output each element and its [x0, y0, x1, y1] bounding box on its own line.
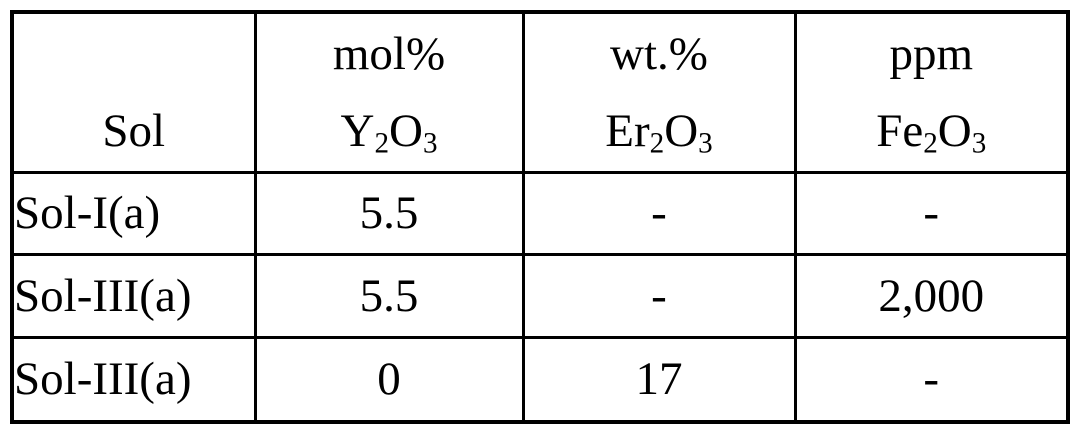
table-row-sol-3a-second: Sol-III(a) 0 17 -	[10, 335, 1070, 424]
table-row-sol-1a: Sol-I(a) 5.5 - -	[10, 170, 1070, 256]
formula-er2o3-text: Er2O3	[605, 104, 713, 160]
header-unit-ppm: ppm	[889, 27, 974, 80]
header-stack-y2o3: mol% Y2O3	[258, 15, 520, 169]
header-cell-y2o3: mol% Y2O3	[253, 10, 525, 174]
formula-y2o3-text: Y2O3	[340, 104, 438, 160]
header-stack-sol: Sol	[15, 15, 252, 169]
value-fe2o3-row3: -	[793, 335, 1070, 424]
table-row-sol-3a-first: Sol-III(a) 5.5 - 2,000	[10, 252, 1070, 339]
header-sol-label: Sol	[102, 104, 166, 157]
row-label-sol-1a: Sol-I(a)	[10, 170, 257, 256]
row-label-sol-3a-second: Sol-III(a)	[10, 335, 257, 424]
value-er2o3-row3: 17	[521, 335, 797, 424]
sol-composition-table: Sol mol% Y2O3 wt.% Er2O3	[10, 10, 1070, 424]
value-y2o3-row1: 5.5	[253, 170, 525, 256]
value-y2o3-row2: 5.5	[253, 252, 525, 339]
header-cell-er2o3: wt.% Er2O3	[521, 10, 797, 174]
value-y2o3-row3: 0	[253, 335, 525, 424]
formula-fe2o3: Fe2O3	[798, 92, 1065, 169]
header-cell-fe2o3: ppm Fe2O3	[793, 10, 1070, 174]
value-fe2o3-row1: -	[793, 170, 1070, 256]
header-unit-wt-percent: wt.%	[610, 27, 708, 80]
formula-er2o3: Er2O3	[526, 92, 792, 169]
formula-fe2o3-text: Fe2O3	[876, 104, 987, 160]
value-er2o3-row1: -	[521, 170, 797, 256]
header-row: Sol mol% Y2O3 wt.% Er2O3	[10, 10, 1070, 174]
header-cell-sol: Sol	[10, 10, 257, 174]
header-stack-er2o3: wt.% Er2O3	[526, 15, 792, 169]
formula-y2o3: Y2O3	[258, 92, 520, 169]
value-er2o3-row2: -	[521, 252, 797, 339]
header-unit-mol-percent: mol%	[332, 27, 446, 80]
value-fe2o3-row2: 2,000	[793, 252, 1070, 339]
row-label-sol-3a-first: Sol-III(a)	[10, 252, 257, 339]
header-spacer	[15, 15, 252, 92]
header-stack-fe2o3: ppm Fe2O3	[798, 15, 1065, 169]
